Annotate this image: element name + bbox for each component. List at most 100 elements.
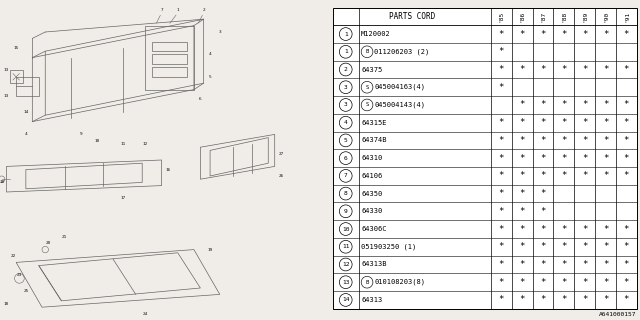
Text: A641000157: A641000157 — [599, 312, 637, 317]
Text: *: * — [603, 225, 608, 234]
Text: '85: '85 — [499, 11, 504, 22]
Text: *: * — [561, 260, 566, 269]
Text: 11: 11 — [120, 142, 125, 146]
Text: *: * — [603, 154, 608, 163]
Text: '89: '89 — [582, 11, 587, 22]
Text: *: * — [520, 118, 525, 127]
Text: *: * — [603, 171, 608, 180]
Text: 64330: 64330 — [361, 208, 383, 214]
Text: '90: '90 — [603, 11, 608, 22]
Text: *: * — [582, 295, 588, 304]
Text: *: * — [582, 171, 588, 180]
Text: 20: 20 — [46, 241, 51, 245]
Text: *: * — [520, 260, 525, 269]
Text: 18: 18 — [4, 302, 9, 306]
Text: 27: 27 — [278, 152, 284, 156]
Text: 7: 7 — [160, 8, 163, 12]
Text: 010108203(8): 010108203(8) — [374, 279, 426, 285]
Text: 3: 3 — [344, 102, 348, 108]
Text: 64306C: 64306C — [361, 226, 387, 232]
Text: *: * — [520, 207, 525, 216]
Text: *: * — [561, 295, 566, 304]
Text: 23: 23 — [17, 273, 22, 277]
Text: 8: 8 — [344, 191, 348, 196]
Text: *: * — [499, 189, 504, 198]
Text: 64350: 64350 — [361, 191, 383, 196]
Text: *: * — [540, 189, 546, 198]
Text: *: * — [624, 118, 629, 127]
Text: M120002: M120002 — [361, 31, 391, 37]
Text: 26: 26 — [278, 174, 284, 178]
Text: *: * — [499, 136, 504, 145]
Text: *: * — [499, 242, 504, 251]
Text: *: * — [561, 242, 566, 251]
Text: *: * — [520, 136, 525, 145]
Text: *: * — [520, 29, 525, 38]
Text: S: S — [365, 85, 369, 90]
Text: 64315E: 64315E — [361, 120, 387, 126]
Text: *: * — [624, 100, 629, 109]
Text: *: * — [499, 278, 504, 287]
Text: 6: 6 — [344, 156, 348, 161]
Text: *: * — [499, 118, 504, 127]
Text: *: * — [561, 225, 566, 234]
Text: *: * — [603, 278, 608, 287]
Text: B: B — [365, 49, 369, 54]
Text: *: * — [624, 65, 629, 74]
Text: 19: 19 — [207, 248, 212, 252]
Text: *: * — [561, 278, 566, 287]
Text: 16: 16 — [165, 168, 171, 172]
Text: *: * — [582, 29, 588, 38]
Text: *: * — [540, 278, 546, 287]
Text: 64374B: 64374B — [361, 137, 387, 143]
Text: 12: 12 — [342, 262, 349, 267]
Text: 14: 14 — [23, 110, 29, 114]
Text: 10: 10 — [94, 139, 100, 143]
Text: *: * — [603, 242, 608, 251]
Text: *: * — [499, 295, 504, 304]
Text: *: * — [520, 154, 525, 163]
Text: 18: 18 — [0, 180, 4, 184]
Text: *: * — [624, 242, 629, 251]
Text: 4: 4 — [24, 132, 27, 136]
Text: 13: 13 — [4, 68, 9, 72]
Text: *: * — [582, 100, 588, 109]
Text: *: * — [603, 65, 608, 74]
Text: *: * — [540, 207, 546, 216]
Text: *: * — [499, 225, 504, 234]
Text: 13: 13 — [342, 280, 349, 285]
Text: 64310: 64310 — [361, 155, 383, 161]
Text: *: * — [582, 278, 588, 287]
Text: 12: 12 — [143, 142, 148, 146]
Text: 2: 2 — [202, 8, 205, 12]
Text: 045004143(4): 045004143(4) — [374, 102, 426, 108]
Text: *: * — [603, 100, 608, 109]
Text: B: B — [365, 280, 369, 285]
Text: 22: 22 — [10, 254, 15, 258]
Text: 64106: 64106 — [361, 173, 383, 179]
Text: 9: 9 — [79, 132, 82, 136]
Text: 045004163(4): 045004163(4) — [374, 84, 426, 91]
Text: *: * — [603, 136, 608, 145]
Text: *: * — [499, 207, 504, 216]
Text: *: * — [499, 65, 504, 74]
Text: *: * — [520, 100, 525, 109]
Text: 5: 5 — [344, 138, 348, 143]
Text: 25: 25 — [23, 289, 29, 293]
Text: 4: 4 — [344, 120, 348, 125]
Text: *: * — [540, 154, 546, 163]
Text: *: * — [561, 171, 566, 180]
Text: *: * — [582, 118, 588, 127]
Text: *: * — [520, 242, 525, 251]
Text: *: * — [499, 29, 504, 38]
Text: *: * — [582, 65, 588, 74]
Text: *: * — [540, 260, 546, 269]
Text: *: * — [624, 278, 629, 287]
Text: *: * — [499, 154, 504, 163]
Text: 21: 21 — [62, 235, 67, 239]
Text: *: * — [582, 225, 588, 234]
Text: S: S — [365, 102, 369, 108]
Text: *: * — [540, 171, 546, 180]
Text: *: * — [540, 65, 546, 74]
Text: 17: 17 — [120, 196, 125, 200]
